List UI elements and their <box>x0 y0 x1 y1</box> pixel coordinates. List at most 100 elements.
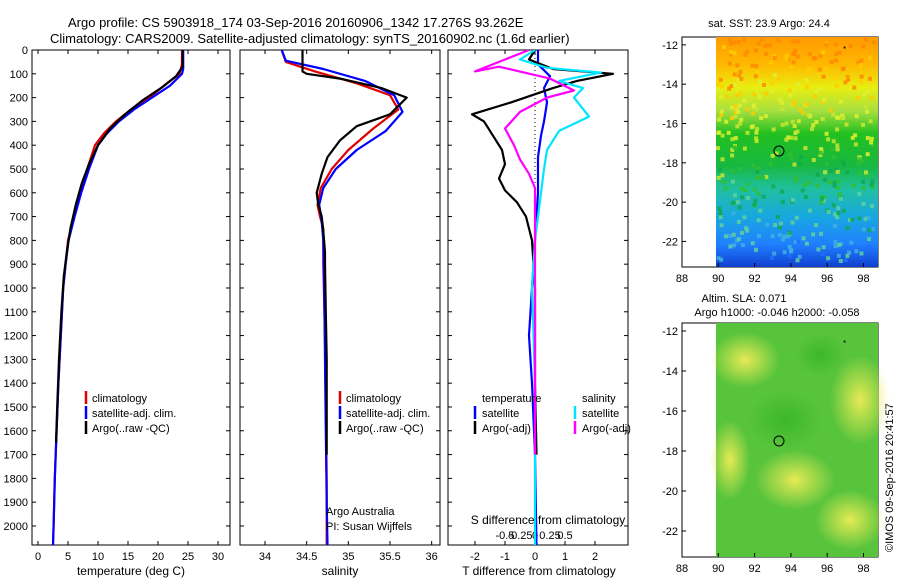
sst-pixel <box>754 136 759 141</box>
sst-pixel <box>818 54 823 59</box>
sst-pixel <box>732 51 737 56</box>
sst-map: sat. SST: 23.9 Argo: 24.4 * 88 90 92 94 96 98… <box>662 18 879 285</box>
map-y-tick-label: -12 <box>662 326 678 338</box>
sst-pixel <box>790 119 795 124</box>
sst-pixel <box>831 203 836 208</box>
sst-pixel <box>758 79 763 84</box>
series-line-climatology <box>280 50 400 545</box>
sst-pixel <box>865 152 870 157</box>
sst-pixel <box>754 48 758 53</box>
legend-climatology: climatology <box>346 393 402 405</box>
sst-pixel <box>730 147 735 152</box>
sst-pixel <box>796 119 801 124</box>
argo-location-marker <box>773 435 785 447</box>
sst-pixel <box>717 167 722 172</box>
sst-pixel <box>740 243 745 248</box>
sst-pixel <box>745 228 750 233</box>
sst-pixel <box>738 91 743 96</box>
sst-pixel <box>813 94 818 98</box>
sla-high-4 <box>815 490 885 550</box>
sst-pixel <box>807 66 812 71</box>
sst-pixel <box>727 38 732 43</box>
sst-pixel <box>823 177 828 182</box>
y-tick-label: 100 <box>10 69 28 81</box>
x-tick-top-label: -0.5 <box>496 530 515 542</box>
sst-pixel <box>835 143 840 148</box>
sst-pixel <box>811 232 816 237</box>
sst-pixel <box>736 219 741 224</box>
sst-pixel <box>836 206 841 211</box>
sst-pixel <box>730 153 735 158</box>
sst-pixel <box>845 74 850 79</box>
sst-pixel <box>734 146 738 151</box>
sst-speckle <box>716 37 876 263</box>
sst-pixel <box>833 240 838 244</box>
sla-low-1 <box>747 390 823 450</box>
sst-pixel <box>752 202 757 207</box>
sst-pixel <box>718 210 723 214</box>
sst-pixel <box>735 63 740 68</box>
sst-pixel <box>737 205 742 210</box>
sst-pixel <box>822 195 827 200</box>
sst-pixel <box>855 96 860 101</box>
sst-pixel <box>796 239 801 244</box>
sst-pixel <box>846 77 851 82</box>
sst-pixel <box>793 48 798 53</box>
y-tick-label: 1400 <box>4 378 28 390</box>
sst-pixel <box>833 42 838 47</box>
sst-pixel <box>756 175 760 180</box>
sst-pixel <box>794 178 799 183</box>
sst-pixel <box>736 237 741 242</box>
sst-pixel <box>870 144 875 148</box>
sst-pixel <box>865 136 870 141</box>
sst-pixel <box>806 180 811 185</box>
sst-pixel <box>758 208 763 213</box>
sst-pixel <box>842 162 847 167</box>
sst-pixel <box>723 247 728 252</box>
sst-pixel <box>768 161 773 166</box>
sst-pixel <box>835 147 840 152</box>
sst-pixel <box>755 169 760 174</box>
map-y-tick-label: -18 <box>662 158 678 170</box>
series-line-satellite-adj-clim- <box>51 50 185 545</box>
sst-pixel <box>834 167 839 172</box>
sst-pixel <box>826 209 831 214</box>
sst-pixel <box>849 240 854 245</box>
sst-star-marker: * <box>843 45 846 54</box>
sst-pixel <box>784 53 789 58</box>
sst-pixel <box>826 137 831 142</box>
salinity-legend: climatology satellite-adj. clim. Argo(..… <box>338 391 430 435</box>
sst-pixel <box>811 123 816 128</box>
sst-pixel <box>868 119 873 124</box>
sst-pixel <box>848 44 853 48</box>
sst-pixel <box>835 127 840 132</box>
sst-pixel <box>728 52 733 57</box>
sst-pixel <box>717 206 722 211</box>
series-group <box>470 50 615 545</box>
sst-pixel <box>861 227 866 232</box>
sst-pixel <box>770 153 775 158</box>
sst-pixel <box>791 60 796 65</box>
sst-pixel <box>831 96 835 101</box>
sst-pixel <box>751 104 756 109</box>
sst-pixel <box>771 127 776 132</box>
sst-pixel <box>754 64 759 69</box>
sst-pixel <box>799 155 804 160</box>
sst-pixel <box>853 142 858 147</box>
sst-pixel <box>845 170 850 175</box>
sst-pixel <box>847 218 852 222</box>
sst-pixel <box>867 55 872 60</box>
sst-pixel <box>788 71 793 76</box>
x-tick-label: 25 <box>182 551 194 563</box>
sst-pixel <box>836 185 840 190</box>
sst-pixel <box>754 130 759 135</box>
sst-pixel <box>828 168 833 173</box>
sst-pixel <box>763 114 768 119</box>
sst-pixel <box>767 43 772 48</box>
sst-pixel <box>780 100 785 105</box>
sst-pixel <box>731 179 735 184</box>
y-tick-label: 1100 <box>4 307 28 319</box>
series-line-temperature-argo-adj- <box>470 50 615 455</box>
sst-pixel <box>776 78 781 83</box>
sst-pixel <box>834 58 838 63</box>
